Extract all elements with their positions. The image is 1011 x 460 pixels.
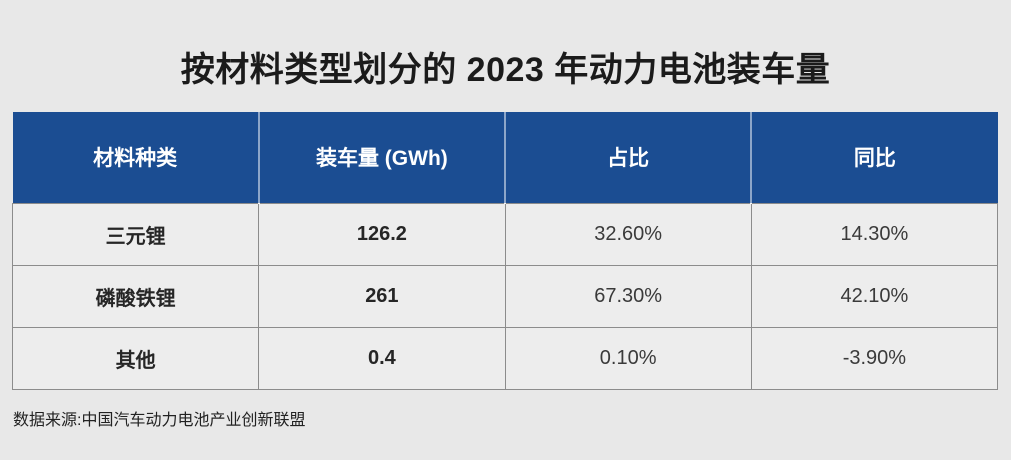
column-header-material: 材料种类: [12, 112, 260, 203]
cell-yoy: 14.30%: [750, 202, 999, 266]
cell-yoy: 42.10%: [750, 264, 999, 328]
battery-installation-table: 材料种类 装车量 (GWh) 占比 同比 三元锂 126.2 32.60% 14…: [11, 112, 999, 390]
cell-share: 0.10%: [504, 326, 752, 390]
data-source-note: 数据来源:中国汽车动力电池产业创新联盟: [13, 412, 306, 429]
cell-installed-volume: 0.4: [258, 326, 506, 390]
table-row-ternary-lithium: 三元锂 126.2 32.60% 14.30%: [11, 202, 999, 266]
cell-material: 磷酸铁锂: [11, 264, 260, 328]
column-header-yoy: 同比: [751, 112, 998, 203]
chart-title: 按材料类型划分的 2023 年动力电池装车量: [180, 51, 831, 89]
table-row-lfp: 磷酸铁锂 261 67.30% 42.10%: [11, 264, 999, 328]
column-header-installed-volume: 装车量 (GWh): [258, 112, 507, 203]
table-header: 材料种类 装车量 (GWh) 占比 同比: [12, 112, 998, 203]
cell-installed-volume: 126.2: [258, 202, 506, 266]
header-row: 材料种类 装车量 (GWh) 占比 同比: [12, 112, 998, 203]
cell-material: 其他: [11, 326, 260, 390]
table-row-other: 其他 0.4 0.10% -3.90%: [11, 326, 999, 390]
cell-material: 三元锂: [11, 202, 260, 266]
cell-installed-volume: 261: [258, 264, 506, 328]
table-body: 三元锂 126.2 32.60% 14.30% 磷酸铁锂 261 67.30% …: [11, 202, 999, 390]
column-header-share: 占比: [505, 112, 753, 203]
cell-yoy: -3.90%: [750, 326, 999, 390]
cell-share: 32.60%: [504, 202, 752, 266]
cell-share: 67.30%: [504, 264, 752, 328]
